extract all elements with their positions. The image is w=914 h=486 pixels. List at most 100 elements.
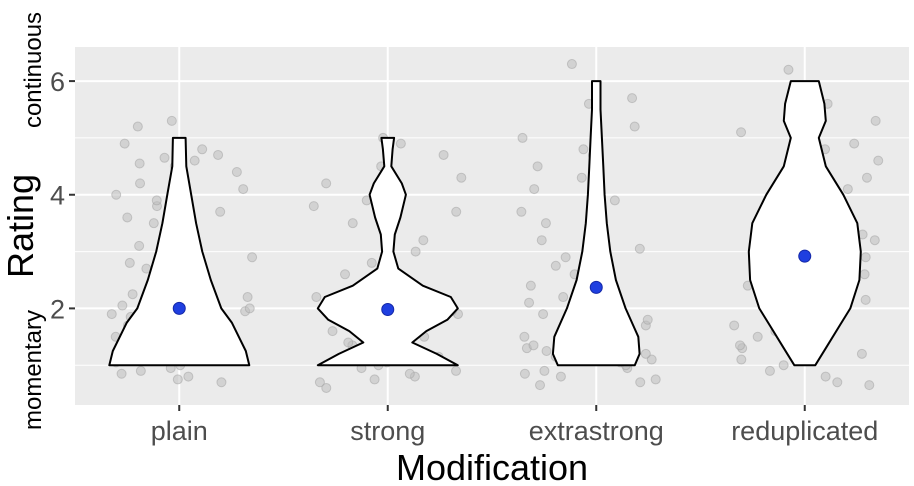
jitter-point — [861, 172, 872, 183]
jitter-point — [532, 161, 543, 172]
jitter-point — [451, 365, 462, 376]
jitter-point — [213, 149, 224, 160]
jitter-point — [242, 292, 253, 303]
jitter-point — [869, 235, 880, 246]
x-tick-label-strong: strong — [350, 416, 425, 446]
jitter-point — [343, 337, 354, 348]
jitter-point — [135, 365, 146, 376]
jitter-point — [231, 167, 242, 178]
violin-plain — [108, 136, 251, 367]
jitter-point — [183, 371, 194, 382]
jitter-point — [418, 235, 429, 246]
jitter-point — [634, 243, 645, 254]
jitter-point — [151, 195, 162, 206]
mean-point-reduplicated — [798, 249, 812, 263]
jitter-point — [215, 206, 226, 217]
jitter-point — [516, 206, 527, 217]
jitter-point — [311, 292, 322, 303]
jitter-point — [321, 178, 332, 189]
y-anchor-high-label: continuous — [20, 12, 47, 128]
jitter-point — [189, 155, 200, 166]
y-axis-ticks: 2 4 6 — [50, 67, 75, 324]
jitter-point — [308, 201, 319, 212]
jitter-point — [410, 246, 421, 257]
jitter-point — [127, 289, 138, 300]
x-axis-title: Modification — [396, 447, 588, 486]
jitter-point — [842, 184, 853, 195]
x-tick-label-extrastrong: extrastrong — [529, 416, 664, 446]
jitter-point — [729, 320, 740, 331]
mean-points — [172, 249, 812, 317]
jitter-point — [132, 121, 143, 132]
jitter-point — [197, 144, 208, 155]
jitter-point — [752, 331, 763, 342]
y-tick-label: 2 — [50, 294, 65, 324]
mean-point-extrastrong — [589, 280, 603, 294]
jitter-point — [864, 380, 875, 391]
jitter-point — [736, 127, 747, 138]
jitter-point — [541, 346, 552, 357]
violins — [108, 80, 862, 367]
jitter-point — [860, 252, 871, 263]
jitter-point — [172, 374, 183, 385]
jitter-point — [832, 377, 843, 388]
x-tick-label-plain: plain — [151, 416, 208, 446]
jitter-point — [536, 235, 547, 246]
jitter-point — [238, 184, 249, 195]
jitter-point — [525, 280, 536, 291]
jitter-point — [609, 195, 620, 206]
jitter-point — [820, 371, 831, 382]
jitter-point — [159, 152, 170, 163]
x-tick-label-reduplicated: reduplicated — [731, 416, 878, 446]
jitter-point — [519, 368, 530, 379]
jitter-point — [111, 189, 122, 200]
violin-strong — [316, 136, 459, 367]
jitter-point — [629, 121, 640, 132]
jitter-point — [366, 257, 377, 268]
violin-extrastrong — [551, 80, 641, 367]
jitter-point — [635, 377, 646, 388]
jitter-point — [558, 292, 569, 303]
jitter-point — [650, 374, 661, 385]
jitter-point — [560, 252, 571, 263]
jitter-point — [566, 59, 577, 70]
jitter-point — [369, 374, 380, 385]
jitter-point — [216, 377, 227, 388]
jitter-point — [116, 368, 127, 379]
mean-point-strong — [381, 303, 395, 317]
y-axis-title: Rating — [0, 174, 41, 278]
jitter-point — [347, 218, 358, 229]
y-tick-label: 4 — [50, 181, 65, 211]
jitter-point — [870, 115, 881, 126]
jitter-point — [576, 172, 587, 183]
jitter-point — [764, 365, 775, 376]
jitter-point — [247, 252, 258, 263]
jitter-point — [244, 303, 255, 314]
jitter-point — [314, 377, 325, 388]
jitter-point — [627, 93, 638, 104]
jitter-point — [327, 326, 338, 337]
jitter-point — [859, 269, 870, 280]
jitter-point — [524, 297, 535, 308]
jitter-point — [849, 138, 860, 149]
mean-point-plain — [172, 301, 186, 315]
jitter-point — [778, 360, 789, 371]
jitter-point — [873, 155, 884, 166]
jitter-point — [640, 348, 651, 359]
jitter-point — [124, 257, 135, 268]
jitter-point — [578, 144, 589, 155]
jitter-point — [540, 218, 551, 229]
jitter-point — [134, 158, 145, 169]
jitter-point — [529, 184, 540, 195]
jitter-point — [122, 212, 133, 223]
jitter-point — [860, 294, 871, 305]
jitter-point — [528, 340, 539, 351]
jitter-point — [539, 365, 550, 376]
jitter-point — [321, 382, 332, 393]
jitter-point — [856, 348, 867, 359]
jitter-point — [550, 260, 561, 271]
jitter-point — [517, 132, 528, 143]
violin-reduplicated — [747, 80, 862, 367]
y-anchor-low-label: momentary — [20, 310, 47, 430]
jitter-point — [404, 368, 415, 379]
